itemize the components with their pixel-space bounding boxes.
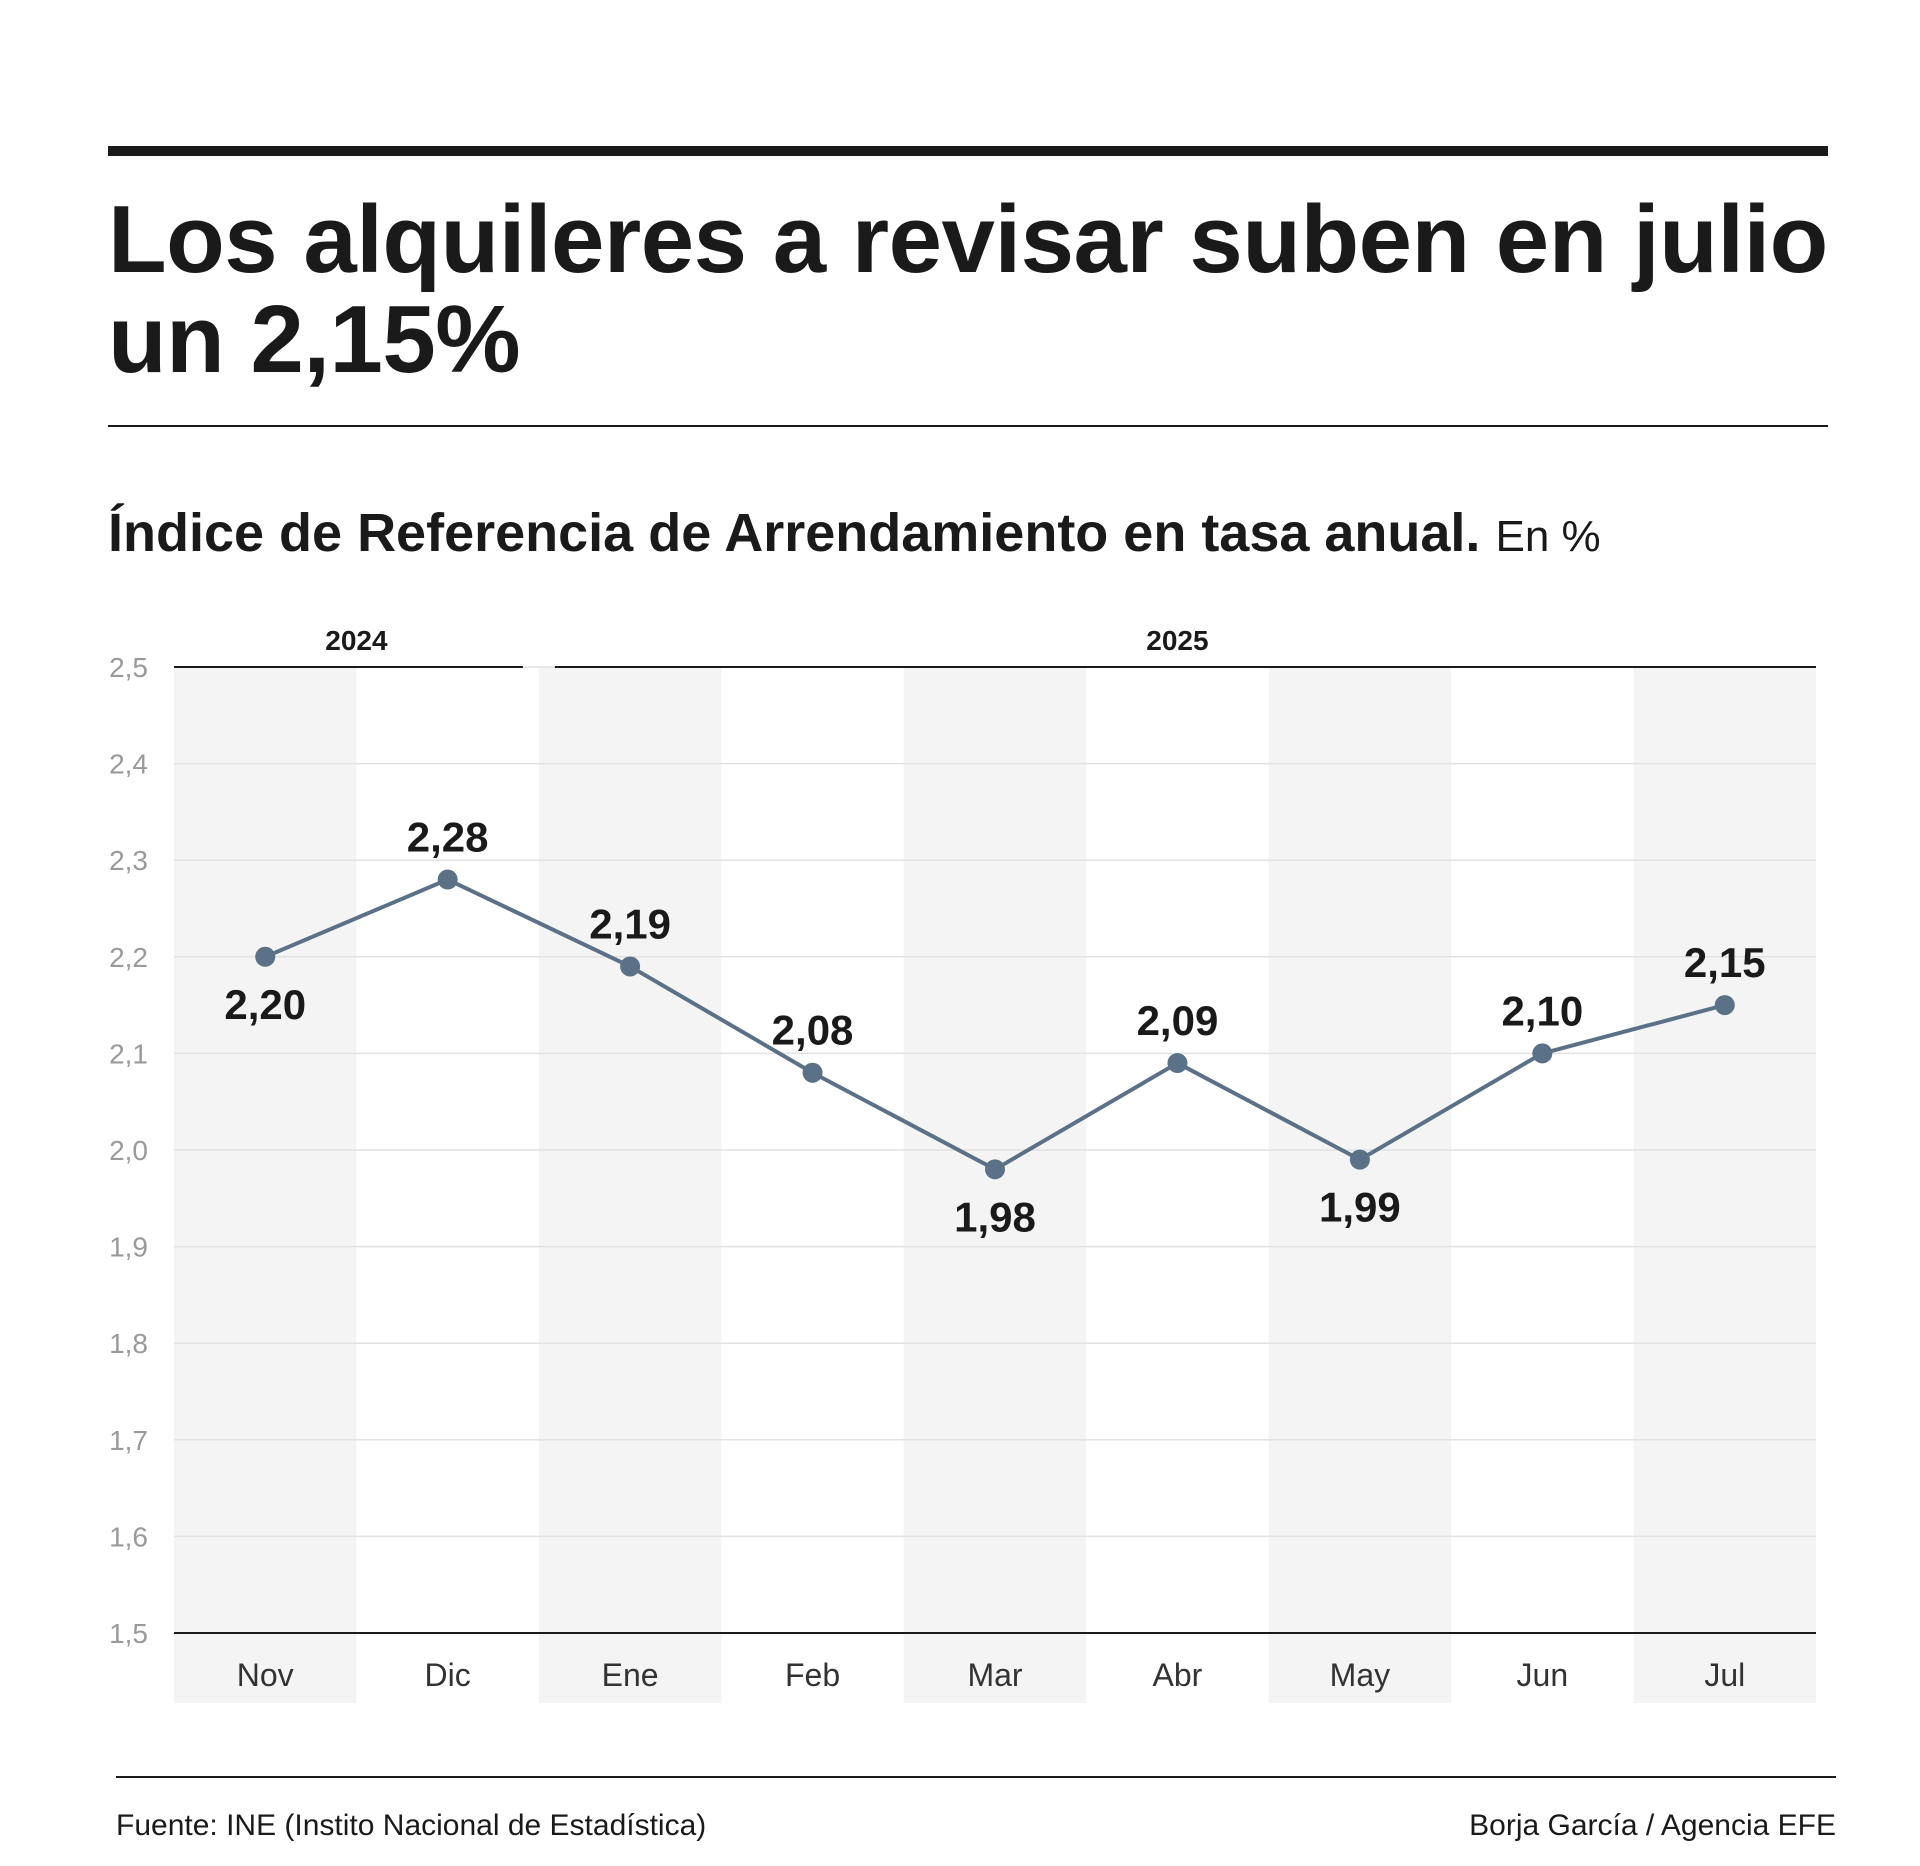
y-tick-label: 2,4 <box>109 749 148 780</box>
y-tick-label: 2,5 <box>109 652 148 683</box>
x-tick-label: Dic <box>425 1657 471 1693</box>
data-label: 1,98 <box>954 1193 1036 1240</box>
line-chart: 1,5 1,6 1,7 1,8 1,9 2,0 2,1 2,2 2,3 2,4 2,5 2024 202… <box>109 625 1816 1703</box>
x-tick-label: May <box>1330 1657 1390 1693</box>
x-tick-label: Ene <box>602 1657 659 1693</box>
x-tick-label: Jun <box>1517 1657 1569 1693</box>
y-tick-label: 1,8 <box>109 1328 148 1359</box>
data-point <box>620 956 641 977</box>
y-tick-label: 2,0 <box>109 1135 148 1166</box>
y-tick-label: 1,7 <box>109 1425 148 1456</box>
chart-subtitle: Índice de Referencia de Arrendamiento en… <box>108 500 1601 570</box>
x-tick-label: Mar <box>967 1657 1022 1693</box>
y-tick-label: 1,6 <box>109 1521 148 1552</box>
x-tick-label: Nov <box>237 1657 294 1693</box>
y-tick-label: 1,9 <box>109 1232 148 1263</box>
column-band <box>1633 667 1816 1703</box>
x-tick-label: Abr <box>1153 1657 1203 1693</box>
column-band <box>174 667 357 1703</box>
column-band <box>903 667 1087 1703</box>
data-point <box>985 1159 1005 1180</box>
data-label: 1,99 <box>1319 1184 1401 1231</box>
year-label: 2025 <box>1146 625 1208 656</box>
data-point <box>1349 1149 1370 1170</box>
source-note: Fuente: INE (Instito Nacional de Estadís… <box>116 1809 707 1842</box>
data-point <box>255 946 276 967</box>
column-band <box>1268 667 1452 1703</box>
data-label: 2,19 <box>589 900 671 947</box>
data-point <box>802 1062 823 1083</box>
data-label: 2,28 <box>407 814 489 861</box>
footer-rule <box>116 1776 1836 1778</box>
data-label: 2,20 <box>224 981 306 1028</box>
y-tick-label: 1,5 <box>109 1618 148 1649</box>
y-tick-label: 2,2 <box>109 942 148 973</box>
data-point <box>1167 1053 1188 1074</box>
data-point <box>1532 1043 1553 1064</box>
data-label: 2,08 <box>772 1007 854 1054</box>
chart-subtitle-text: Índice de Referencia de Arrendamiento en… <box>108 503 1481 563</box>
page-title: Los alquileres a revisar suben en julio … <box>108 186 1828 393</box>
data-point <box>437 869 458 890</box>
data-point <box>1714 995 1735 1016</box>
y-tick-label: 2,3 <box>109 845 148 876</box>
data-label: 2,09 <box>1137 997 1219 1044</box>
column-band <box>538 667 722 1703</box>
credit-note: Borja García / Agencia EFE <box>1469 1809 1836 1842</box>
title-rule <box>108 425 1828 427</box>
y-tick-label: 2,1 <box>109 1038 148 1069</box>
data-label: 2,10 <box>1501 987 1583 1034</box>
x-tick-label: Feb <box>785 1657 840 1693</box>
x-tick-label: Jul <box>1704 1657 1745 1693</box>
top-rule <box>108 146 1828 156</box>
unit-label: En % <box>1495 512 1601 561</box>
data-label: 2,15 <box>1684 939 1766 986</box>
year-label: 2024 <box>325 625 388 656</box>
